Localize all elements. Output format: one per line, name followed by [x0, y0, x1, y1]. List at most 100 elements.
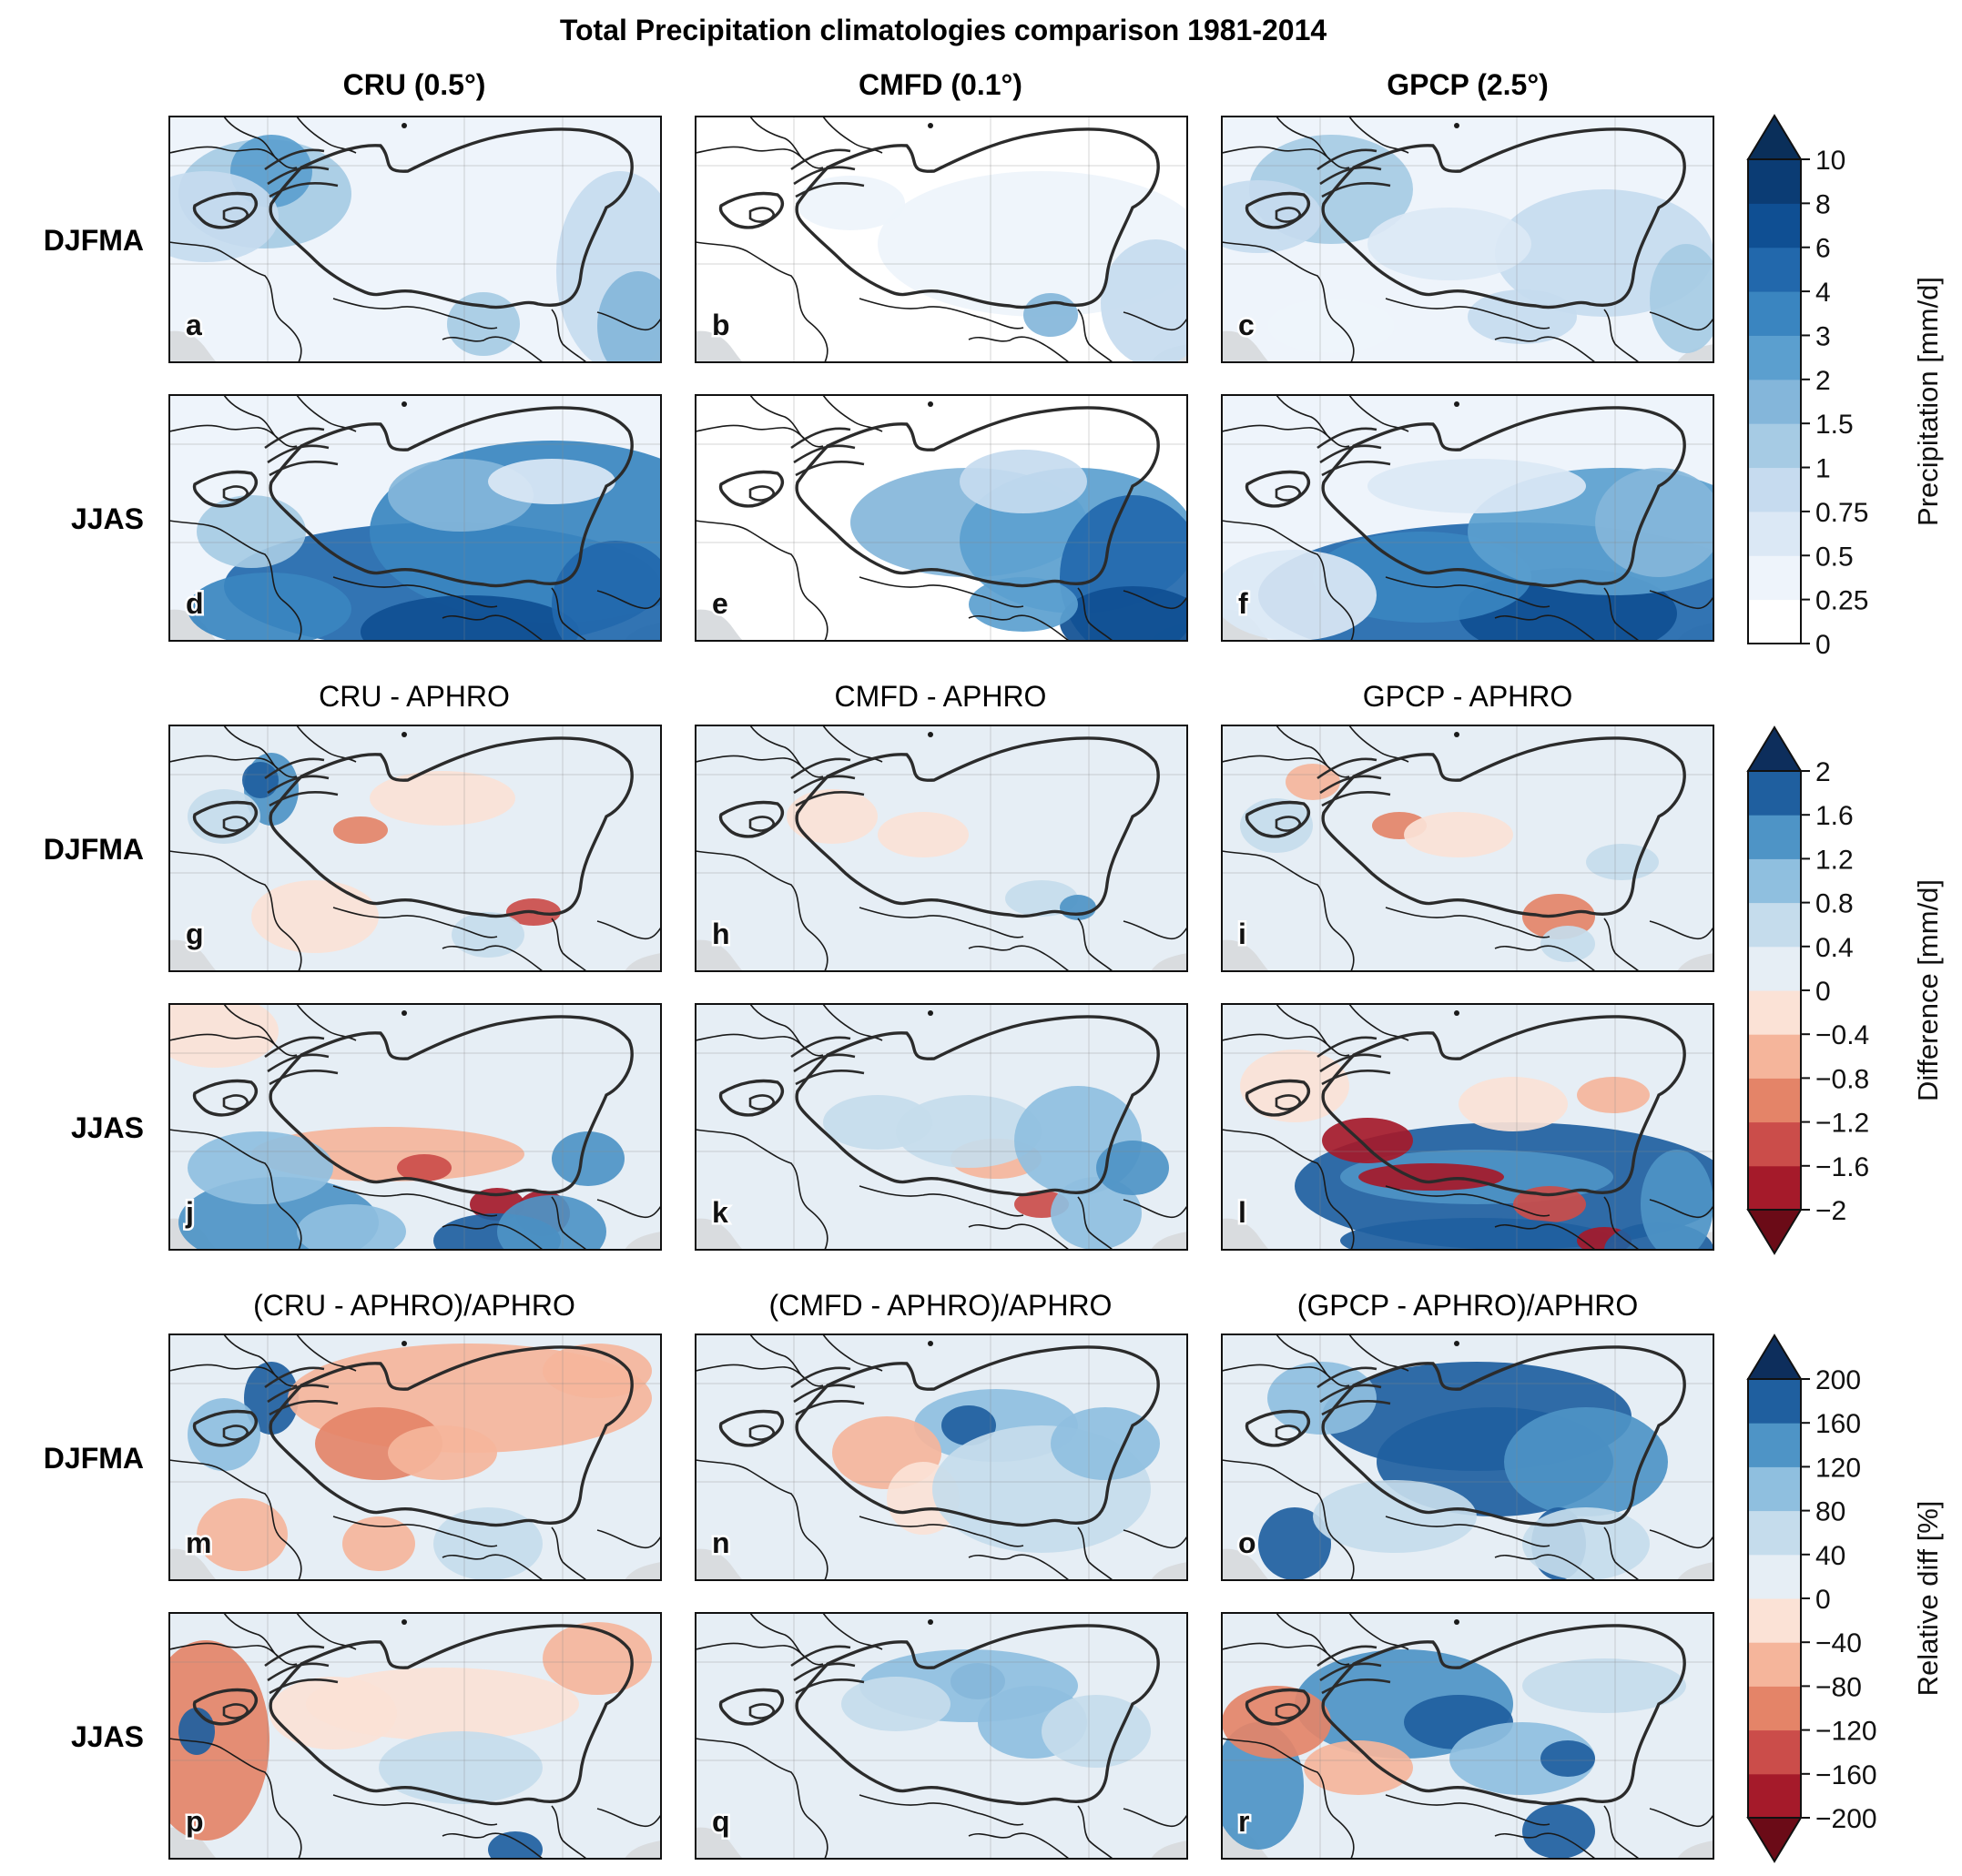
panel-f-country-border-7: [1649, 590, 1713, 610]
panel-o-field-patch-5: [1258, 1507, 1331, 1580]
panel-r-ocean-east: [1677, 1841, 1713, 1859]
panel-o-field-patch-4: [1267, 1362, 1377, 1435]
colorbar-2-tick-label-9: −1.2: [1815, 1109, 1869, 1139]
panel-r-kashmir-inner-outline: [1275, 1703, 1302, 1719]
panel-k-letter: k: [712, 1196, 728, 1229]
panel-m-country-border-7: [596, 1529, 661, 1549]
panel-l-frame: [1221, 1003, 1714, 1251]
panel-l-field-patch-11: [1240, 1050, 1349, 1122]
panel-c-country-border-7: [1649, 311, 1713, 331]
panel-b: b: [695, 116, 1188, 363]
panel-p-kashmir-outline: [192, 1688, 258, 1726]
panel-k-field-patch-5: [1051, 1177, 1142, 1250]
panel-q-kashmir-inner-outline: [748, 1703, 776, 1719]
colorbar-2-segment-3: [1748, 1078, 1801, 1123]
panel-a-country-border-5: [442, 336, 544, 362]
panel-r-field-patch-9: [1522, 1658, 1686, 1713]
panel-m-country-border-6: [551, 1526, 587, 1580]
panel-e-field-patch-5: [960, 450, 1087, 513]
panel-q-plateau-outline: [795, 1624, 1160, 1806]
panel-j-field-patch-10: [497, 1195, 606, 1250]
panel-f-country-border-1: [1222, 520, 1355, 641]
group-title-cru-reldiff: (CRU - APHRO)/APHRO: [253, 1289, 575, 1322]
panel-m-country-border-3: [223, 1334, 281, 1381]
panel-c-kashmir-inner-outline: [1275, 207, 1302, 223]
panel-r-field-patch-3: [1449, 1722, 1595, 1795]
panel-p-karakoram-outlines: [264, 1645, 339, 1695]
colorbar-3-segment-9: [1748, 1423, 1801, 1467]
panel-o-plateau-outline: [1321, 1345, 1686, 1527]
panel-e-country-border-2: [696, 424, 824, 448]
panel-g-country-border-5: [442, 945, 544, 971]
panel-p-field-patch-7: [543, 1622, 652, 1695]
colorbar-3-tick-label-6: 0: [1815, 1585, 1831, 1615]
panel-i-frame: [1221, 725, 1714, 972]
panel-g: g: [168, 725, 662, 972]
panel-r-plateau-outline: [1321, 1624, 1686, 1806]
colorbar-1-tick-label-4: 4: [1815, 278, 1831, 308]
panel-c-country-border-5: [1494, 336, 1596, 362]
panel-c-country-border-2: [1222, 146, 1350, 169]
panel-h-lake: [928, 732, 933, 737]
panel-c-frame: [1221, 116, 1714, 363]
group-title-cmfd-reldiff: (CMFD - APHRO)/APHRO: [769, 1289, 1113, 1322]
panel-j-country-border-2: [169, 1033, 298, 1057]
panel-a-lake: [402, 123, 407, 128]
colorbar-2-tick-label-4: 0.8: [1815, 889, 1854, 919]
colorbar-1-tick-label-6: 2: [1815, 366, 1831, 396]
panel-k-country-border-3: [749, 1004, 808, 1050]
panel-l-country-border-3: [1276, 1004, 1334, 1050]
panel-c-lake: [1454, 123, 1459, 128]
panel-r-lake: [1454, 1619, 1459, 1625]
panel-o-country-border-1: [1222, 1459, 1355, 1580]
panel-r-karakoram-outlines: [1316, 1645, 1391, 1695]
panel-o-country-border-2: [1222, 1364, 1350, 1387]
colorbar-2-tick-label-8: −0.8: [1815, 1064, 1869, 1094]
panel-k-kashmir-inner-outline: [748, 1094, 776, 1110]
panel-n-lake: [928, 1341, 933, 1346]
panel-o-ocean-west: [1222, 1548, 1269, 1580]
colorbar-1-tick-label-2: 8: [1815, 189, 1831, 219]
panel-o-karakoram-outlines: [1316, 1366, 1391, 1416]
panel-k-plateau-outline: [795, 1015, 1160, 1197]
panel-k-kashmir-outline: [718, 1079, 784, 1117]
colorbar-3-tick-label-10: −160: [1815, 1760, 1877, 1790]
panel-m-field-patch-5: [543, 1344, 652, 1398]
panel-k-frame: [695, 1003, 1188, 1251]
panel-k-karakoram-outlines: [790, 1036, 865, 1086]
panel-g-field-patch-2: [242, 762, 279, 798]
panel-d-country-border-6: [551, 587, 587, 641]
panel-l-field-patch-3: [1322, 1118, 1413, 1163]
panel-r-field-patch-8: [1304, 1740, 1413, 1795]
panel-n-country-border-3: [749, 1334, 808, 1381]
panel-b-country-border-7: [1123, 311, 1187, 331]
panel-o-field-patch-3: [1504, 1407, 1668, 1516]
colorbar-3-tick-label-8: −80: [1815, 1672, 1862, 1702]
panel-b-field-patch-3: [1023, 293, 1078, 337]
colorbar-2-extend-max: [1746, 725, 1803, 772]
panel-h-ocean-east: [1151, 953, 1187, 971]
colorbars: 10 8 6 4 3 2 1.5 1 0.75 0.5 0.25 0 Precipitation [mm…: [1746, 114, 1944, 1863]
panel-q-ocean-east: [1151, 1841, 1187, 1859]
panel-l-field-patch-10: [1459, 1077, 1568, 1131]
colorbar-2-segment-10: [1748, 771, 1801, 816]
panel-i-kashmir-outline: [1245, 800, 1310, 838]
panel-m-ocean-east: [625, 1562, 661, 1580]
panel-b-field-patch-2: [1101, 239, 1187, 362]
panel-h-field-patch-4: [787, 789, 878, 844]
panel-b-letter: b: [712, 309, 730, 341]
panel-p-country-border-2: [169, 1642, 298, 1666]
panel-g-field-patch-3: [333, 816, 388, 844]
panel-j-country-border-1: [169, 1129, 302, 1250]
panel-e-country-border-5: [968, 614, 1070, 641]
panel-j-country-border-7: [596, 1199, 661, 1219]
panel-j-karakoram-outlines: [264, 1036, 339, 1086]
panel-d-karakoram-outlines: [264, 427, 339, 477]
panel-a-plateau-outline: [269, 127, 634, 309]
panel-q-field-patch-5: [1042, 1695, 1151, 1768]
panel-n-country-border-7: [1123, 1529, 1187, 1549]
panel-o-ocean-east: [1677, 1562, 1713, 1580]
colorbar-3-tick-label-11: −200: [1815, 1804, 1877, 1834]
colorbar-1-frame: [1747, 158, 1802, 644]
panel-l-lake: [1454, 1010, 1459, 1016]
